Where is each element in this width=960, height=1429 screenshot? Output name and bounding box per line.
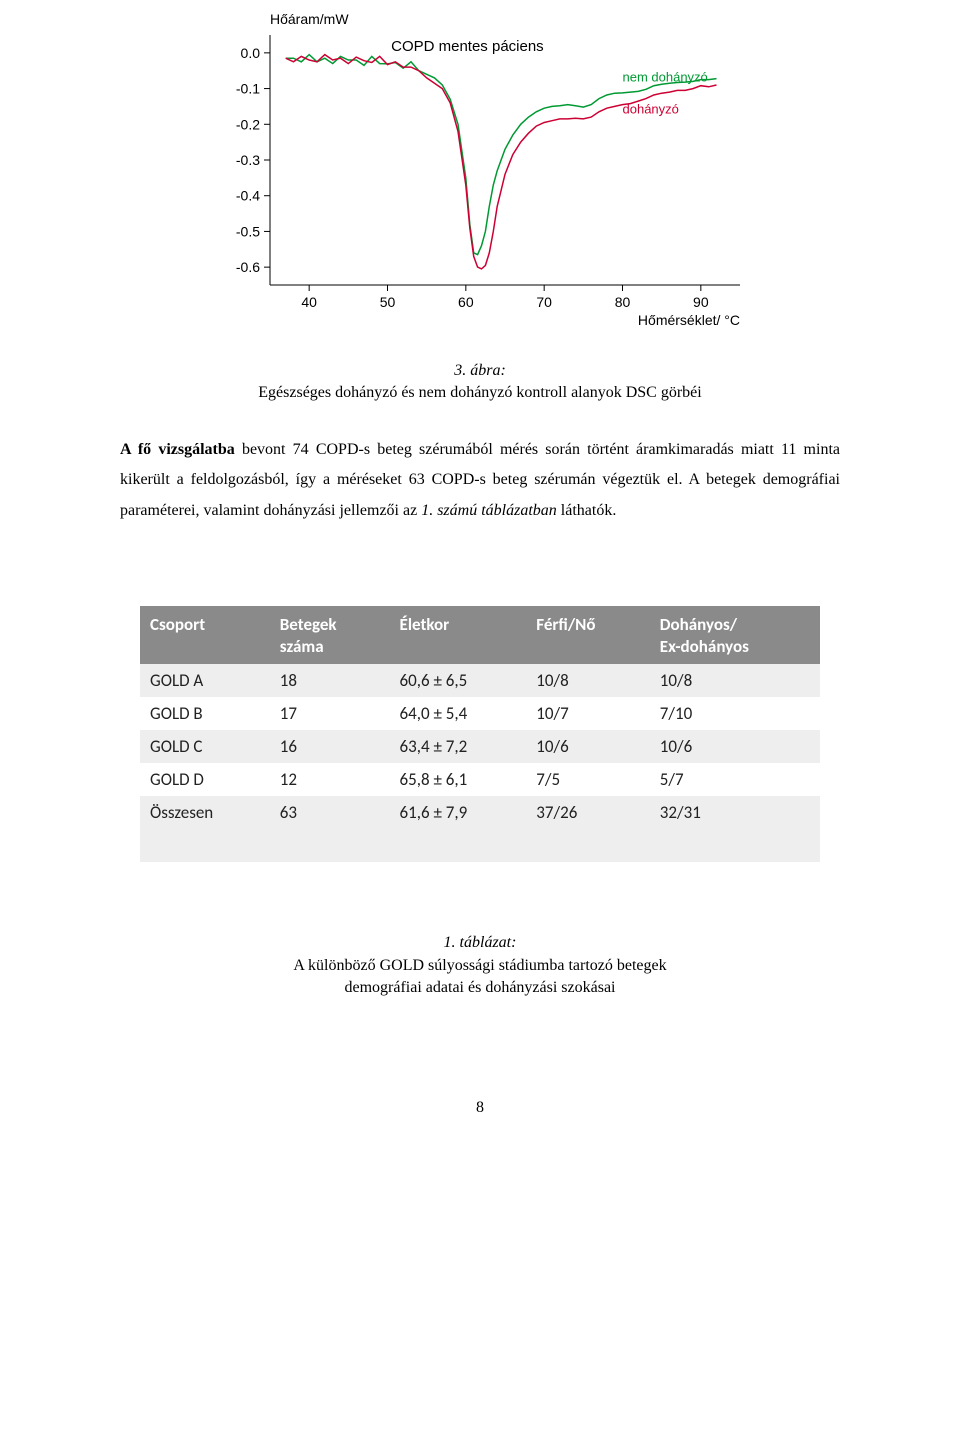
table-row: Összesen6361,6 ± 7,937/2632/31 (140, 796, 820, 829)
table-cell: 63 (270, 796, 390, 829)
y-tick-label: -0.3 (236, 152, 260, 168)
x-tick-label: 60 (458, 294, 474, 310)
figure-caption: 3. ábra: Egészséges dohányzó és nem dohá… (120, 360, 840, 405)
y-tick-label: -0.4 (236, 188, 260, 204)
body-paragraph: A fő vizsgálatba bevont 74 COPD-s beteg … (120, 435, 840, 526)
table-row: GOLD D1265,8 ± 6,17/55/7 (140, 763, 820, 796)
figure-caption-label: 3. ábra: (454, 362, 506, 379)
table-cell: GOLD A (140, 664, 270, 697)
paragraph-part4: láthatók. (557, 502, 617, 519)
table-row: GOLD B1764,0 ± 5,410/77/10 (140, 697, 820, 730)
table-cell: 16 (270, 730, 390, 763)
table-cell: 7/10 (650, 697, 820, 730)
chart-svg: Hőáram/mW COPD mentes páciens 0.0 -0.1 -0.2 -… (200, 10, 760, 340)
table-cell: 17 (270, 697, 390, 730)
figure-caption-text: Egészséges dohányzó és nem dohányzó kont… (258, 384, 701, 401)
table-header-sex: Férfi/Nő (526, 606, 650, 664)
table-header-group: Csoport (140, 606, 270, 664)
table-caption-line2: demográfiai adatai és dohányzási szokása… (345, 979, 616, 996)
table-cell: 10/8 (526, 664, 650, 697)
table-cell: 60,6 ± 6,5 (390, 664, 527, 697)
x-axis-title: Hőmérséklet/ °C (638, 312, 740, 328)
table: CsoportBetegekszámaÉletkorFérfi/NőDohány… (140, 606, 820, 862)
table-cell: 32/31 (650, 796, 820, 829)
table-row: GOLD C1663,4 ± 7,210/610/6 (140, 730, 820, 763)
table-caption: 1. táblázat: A különböző GOLD súlyossági… (120, 932, 840, 999)
table-header-age: Életkor (390, 606, 527, 664)
table-cell: 10/6 (650, 730, 820, 763)
table-cell: Összesen (140, 796, 270, 829)
y-tick-label: 0.0 (241, 45, 261, 61)
series-label: dohányzó (623, 102, 679, 117)
x-tick-label: 50 (380, 294, 396, 310)
y-tick-label: -0.2 (236, 116, 260, 132)
table-cell: 18 (270, 664, 390, 697)
series-line (286, 55, 717, 255)
table-cell: GOLD B (140, 697, 270, 730)
table-cell: 10/8 (650, 664, 820, 697)
table-cell: 65,8 ± 6,1 (390, 763, 527, 796)
dsc-chart: Hőáram/mW COPD mentes páciens 0.0 -0.1 -0.2 -… (200, 10, 760, 340)
x-tick-label: 80 (615, 294, 631, 310)
chart-title: COPD mentes páciens (391, 38, 544, 55)
series-label: nem dohányzó (623, 69, 708, 84)
table-header-n: Betegekszáma (270, 606, 390, 664)
table-cell: 10/7 (526, 697, 650, 730)
y-axis-title: Hőáram/mW (270, 11, 349, 27)
paragraph-bold: A fő vizsgálatba (120, 441, 235, 458)
table-cell: 61,6 ± 7,9 (390, 796, 527, 829)
table-caption-line1: A különböző GOLD súlyossági stádiumba ta… (293, 957, 666, 974)
page-number: 8 (120, 1099, 840, 1117)
demographics-table: CsoportBetegekszámaÉletkorFérfi/NőDohány… (140, 606, 820, 862)
paragraph-italic: 1. számú táblázatban (421, 502, 557, 519)
x-tick-label: 40 (301, 294, 317, 310)
y-tick-label: -0.6 (236, 259, 260, 275)
table-cell: 10/6 (526, 730, 650, 763)
table-cell: GOLD D (140, 763, 270, 796)
table-cell: 37/26 (526, 796, 650, 829)
table-caption-label: 1. táblázat: (444, 934, 517, 951)
table-cell: 64,0 ± 5,4 (390, 697, 527, 730)
table-cell: 5/7 (650, 763, 820, 796)
x-tick-label: 70 (536, 294, 552, 310)
table-header-smoke: Dohányos/Ex-dohányos (650, 606, 820, 664)
table-cell: GOLD C (140, 730, 270, 763)
table-row: GOLD A1860,6 ± 6,510/810/8 (140, 664, 820, 697)
x-tick-label: 90 (693, 294, 709, 310)
y-tick-label: -0.1 (236, 81, 260, 97)
table-cell: 7/5 (526, 763, 650, 796)
y-tick-label: -0.5 (236, 223, 260, 239)
table-cell: 63,4 ± 7,2 (390, 730, 527, 763)
table-cell: 12 (270, 763, 390, 796)
